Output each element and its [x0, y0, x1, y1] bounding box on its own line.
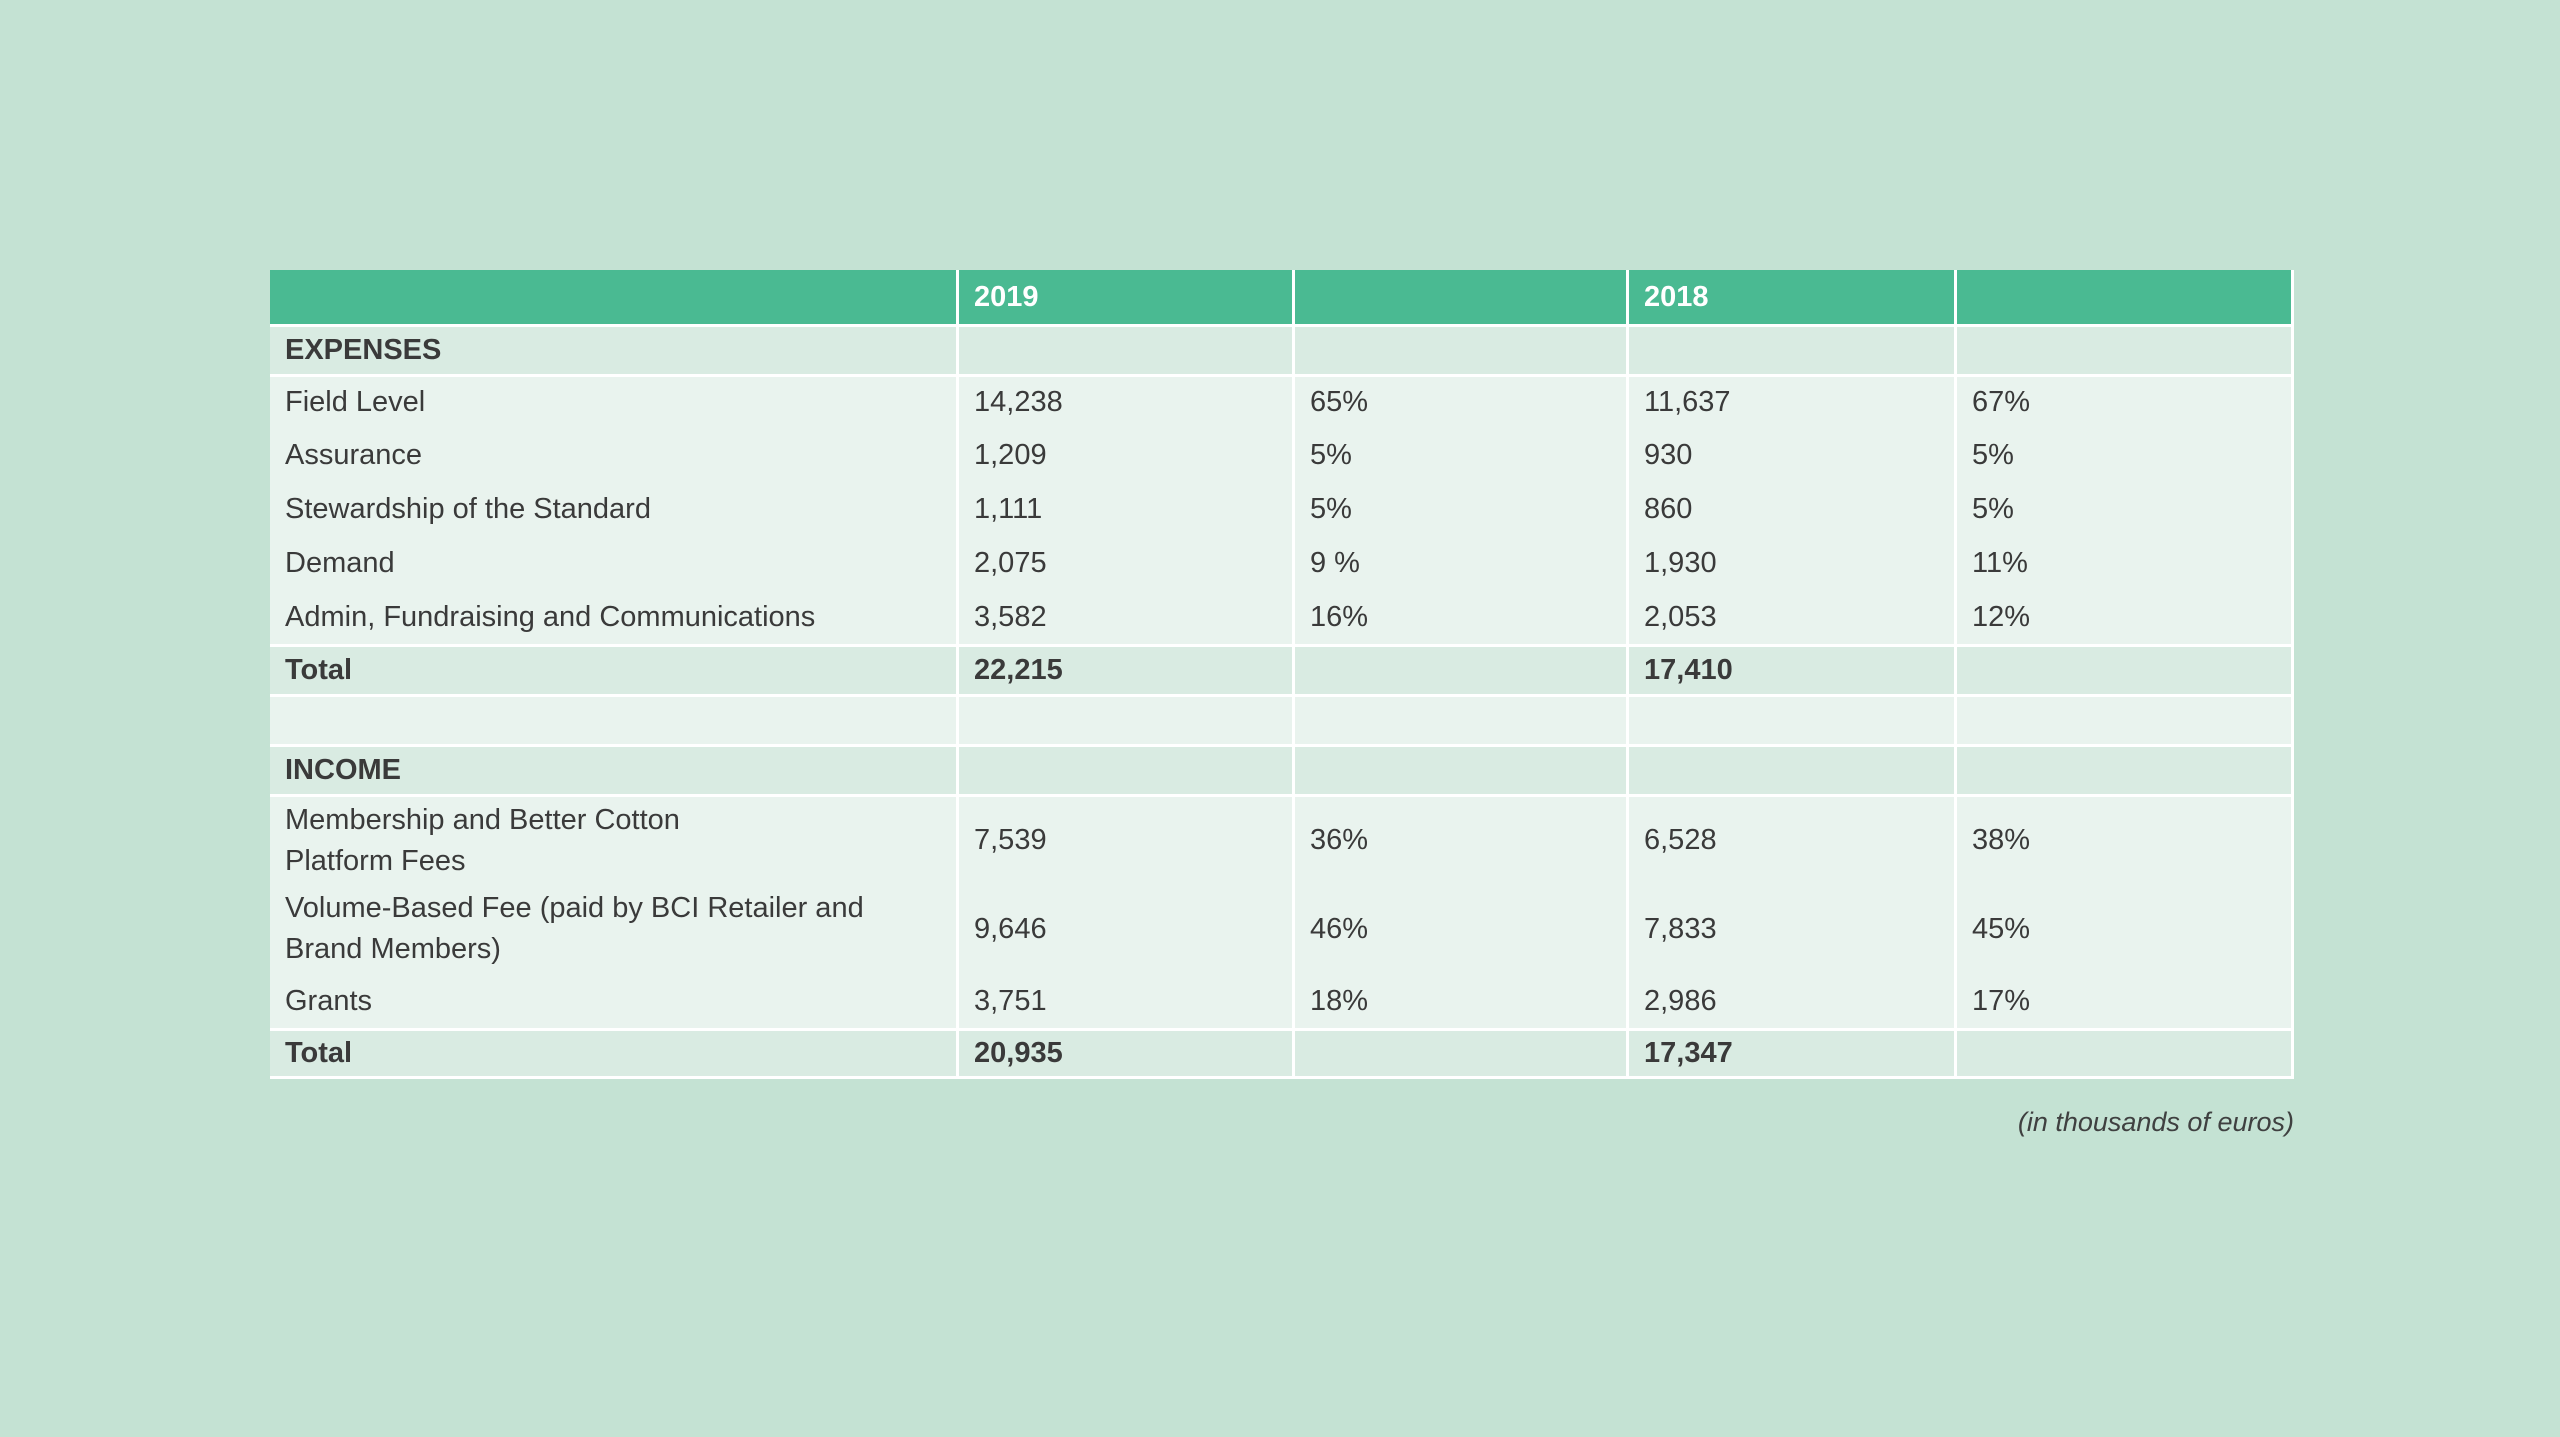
- income-total-row: Total 20,935 17,347: [270, 1028, 2294, 1079]
- blank-cell: [956, 324, 1292, 374]
- blank-cell: [1954, 744, 2294, 794]
- table-row: Field Level 14,238 65% 11,637 67%: [270, 374, 2294, 428]
- total-value-2018: 17,410: [1626, 644, 1954, 694]
- percent-2018: 45%: [1954, 884, 2294, 974]
- row-label: Demand: [270, 536, 956, 590]
- value-2019: 1,111: [956, 482, 1292, 536]
- blank-cell: [1626, 324, 1954, 374]
- expenses-section-row: EXPENSES: [270, 324, 2294, 374]
- financial-summary-table: 2019 2018 EXPENSES Field Level 14,238 65…: [270, 270, 2294, 1079]
- percent-2018: 5%: [1954, 482, 2294, 536]
- value-2018: 1,930: [1626, 536, 1954, 590]
- header-blank-cell: [1954, 270, 2294, 324]
- percent-2018: 12%: [1954, 590, 2294, 644]
- row-label: Field Level: [270, 374, 956, 428]
- table-row: Demand 2,075 9 % 1,930 11%: [270, 536, 2294, 590]
- total-value-2019: 22,215: [956, 644, 1292, 694]
- header-blank-cell: [1292, 270, 1626, 324]
- expenses-total-row: Total 22,215 17,410: [270, 644, 2294, 694]
- row-label: Grants: [270, 974, 956, 1028]
- blank-cell: [1292, 694, 1626, 744]
- blank-cell: [956, 744, 1292, 794]
- header-blank-cell: [270, 270, 956, 324]
- percent-2018: 11%: [1954, 536, 2294, 590]
- value-2019: 7,539: [956, 794, 1292, 884]
- percent-2019: 5%: [1292, 428, 1626, 482]
- value-2019: 2,075: [956, 536, 1292, 590]
- percent-2018: 67%: [1954, 374, 2294, 428]
- blank-cell: [1626, 694, 1954, 744]
- footnote-units: (in thousands of euros): [2017, 1107, 2294, 1137]
- total-value-2019: 20,935: [956, 1028, 1292, 1079]
- percent-2019: 65%: [1292, 374, 1626, 428]
- row-label: Assurance: [270, 428, 956, 482]
- table-row: Stewardship of the Standard 1,111 5% 860…: [270, 482, 2294, 536]
- value-2018: 930: [1626, 428, 1954, 482]
- percent-2019: 9 %: [1292, 536, 1626, 590]
- row-label: Stewardship of the Standard: [270, 482, 956, 536]
- row-label: Volume-Based Fee (paid by BCI Retailer a…: [270, 884, 956, 974]
- blank-cell: [1292, 644, 1626, 694]
- section-title-expenses: EXPENSES: [270, 324, 956, 374]
- percent-2019: 18%: [1292, 974, 1626, 1028]
- blank-cell: [1292, 324, 1626, 374]
- blank-cell: [1292, 1028, 1626, 1079]
- percent-2018: 38%: [1954, 794, 2294, 884]
- blank-cell: [1954, 694, 2294, 744]
- value-2018: 11,637: [1626, 374, 1954, 428]
- total-label: Total: [270, 1028, 956, 1079]
- table-row: Volume-Based Fee (paid by BCI Retailer a…: [270, 884, 2294, 974]
- section-title-income: INCOME: [270, 744, 956, 794]
- percent-2019: 5%: [1292, 482, 1626, 536]
- blank-cell: [1954, 1028, 2294, 1079]
- blank-cell: [270, 694, 956, 744]
- value-2019: 14,238: [956, 374, 1292, 428]
- total-value-2018: 17,347: [1626, 1028, 1954, 1079]
- header-year-2019-cell: 2019: [956, 270, 1292, 324]
- value-2019: 3,751: [956, 974, 1292, 1028]
- row-label: Membership and Better Cotton Platform Fe…: [270, 794, 956, 884]
- income-section-row: INCOME: [270, 744, 2294, 794]
- percent-2019: 36%: [1292, 794, 1626, 884]
- value-2018: 2,986: [1626, 974, 1954, 1028]
- value-2018: 6,528: [1626, 794, 1954, 884]
- percent-2019: 46%: [1292, 884, 1626, 974]
- table-row: Membership and Better Cotton Platform Fe…: [270, 794, 2294, 884]
- blank-cell: [956, 694, 1292, 744]
- value-2018: 7,833: [1626, 884, 1954, 974]
- table-row: Assurance 1,209 5% 930 5%: [270, 428, 2294, 482]
- total-label: Total: [270, 644, 956, 694]
- value-2019: 9,646: [956, 884, 1292, 974]
- blank-cell: [1954, 644, 2294, 694]
- table-row: Grants 3,751 18% 2,986 17%: [270, 974, 2294, 1028]
- value-2019: 3,582: [956, 590, 1292, 644]
- blank-cell: [1626, 744, 1954, 794]
- percent-2019: 16%: [1292, 590, 1626, 644]
- blank-cell: [1292, 744, 1626, 794]
- value-2018: 2,053: [1626, 590, 1954, 644]
- row-label: Admin, Fundraising and Communications: [270, 590, 956, 644]
- spacer-row: [270, 694, 2294, 744]
- value-2019: 1,209: [956, 428, 1292, 482]
- percent-2018: 5%: [1954, 428, 2294, 482]
- header-row: 2019 2018: [270, 270, 2294, 324]
- percent-2018: 17%: [1954, 974, 2294, 1028]
- header-year-2018-cell: 2018: [1626, 270, 1954, 324]
- blank-cell: [1954, 324, 2294, 374]
- table-row: Admin, Fundraising and Communications 3,…: [270, 590, 2294, 644]
- value-2018: 860: [1626, 482, 1954, 536]
